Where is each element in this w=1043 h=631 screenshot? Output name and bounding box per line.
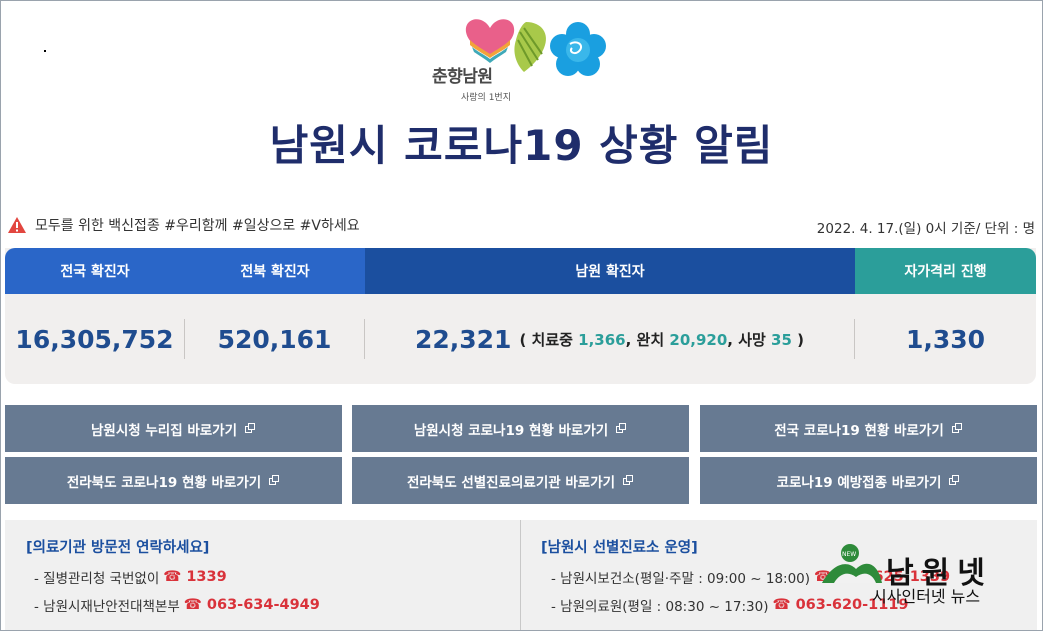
phone-number[interactable]: ☎ 1339	[163, 569, 227, 585]
watermark-subtitle: 시사인터넷 뉴스	[872, 587, 981, 606]
detail-close: )	[797, 330, 805, 349]
header-jeonbuk: 전북 확진자	[185, 248, 365, 294]
link-label: 남원시청 코로나19 현황 바로가기	[413, 422, 609, 439]
logo-subtitle: 사랑의 1번지	[461, 93, 511, 103]
link-label: 코로나19 예방접종 바로가기	[776, 474, 942, 491]
contact-right-title: [남원시 선별진료소 운영]	[541, 540, 698, 556]
contact-item-medical-center: - 남원의료원(평일 : 08:30 ~ 17:30) ☎ 063-620-11…	[551, 595, 909, 615]
namwonnet-watermark-logo: NEW	[822, 544, 882, 583]
vaccine-notice: 모두를 위한 백신접종 #우리함께 #일상으로 #V하세요	[7, 215, 360, 235]
contact-label: - 질병관리청 국번없이	[34, 571, 160, 587]
link-label: 전국 코로나19 현황 바로가기	[774, 422, 944, 439]
detail-open: ( 치료중	[519, 330, 573, 349]
header-namwon: 남원 확진자	[365, 248, 855, 294]
link-jeonbuk-covid-status[interactable]: 전라북도 코로나19 현황 바로가기	[5, 457, 342, 504]
contact-left-title: [의료기관 방문전 연락하세요]	[26, 540, 210, 556]
link-vaccination[interactable]: 코로나19 예방접종 바로가기	[700, 457, 1037, 504]
notice-text: 모두를 위한 백신접종 #우리함께 #일상으로 #V하세요	[35, 218, 360, 234]
jeonbuk-cases: 520,161	[185, 319, 365, 359]
external-link-icon	[949, 475, 960, 485]
watermark-badge: NEW	[842, 551, 856, 558]
stray-dot	[44, 50, 46, 52]
header-quarantine: 자가격리 진행	[855, 248, 1036, 294]
contact-label: - 남원시재난안전대책본부	[34, 599, 180, 615]
watermark-title: 남원넷	[886, 556, 993, 591]
national-cases: 16,305,752	[5, 319, 185, 359]
external-link-icon	[269, 475, 280, 485]
external-link-icon	[245, 423, 256, 433]
stats-panel: 전국 확진자 전북 확진자 남원 확진자 자가격리 진행 16,305,752 …	[5, 248, 1036, 384]
quarantine-count: 1,330	[905, 324, 986, 354]
contact-label: - 남원의료원(평일 : 08:30 ~ 17:30)	[551, 599, 769, 615]
contact-divider	[520, 520, 521, 630]
date-basis: 2022. 4. 17.(일) 0시 기준/ 단위 : 명	[816, 221, 1035, 237]
contact-item-kdca: - 질병관리청 국번없이 ☎ 1339	[34, 567, 227, 587]
treating-count: 1,366	[578, 330, 626, 349]
link-label: 전라북도 코로나19 현황 바로가기	[66, 474, 262, 491]
link-label: 전라북도 선별진료의료기관 바로가기	[406, 474, 616, 491]
link-label: 남원시청 누리집 바로가기	[90, 422, 238, 439]
header-national: 전국 확진자	[5, 248, 185, 294]
namwon-cases-cell: 22,321 ( 치료중 1,366, 완치 20,920, 사망 35 )	[365, 319, 855, 359]
contact-label: - 남원시보건소(평일·주말 : 09:00 ~ 18:00)	[551, 571, 811, 587]
external-link-icon	[616, 423, 627, 433]
namwon-detail: ( 치료중 1,366, 완치 20,920, 사망 35 )	[519, 329, 804, 350]
stats-value-row: 16,305,752 520,161 22,321 ( 치료중 1,366, 완…	[5, 294, 1036, 384]
phone-number[interactable]: ☎ 063-620-1119	[772, 597, 909, 613]
link-jeonbuk-screening-clinics[interactable]: 전라북도 선별진료의료기관 바로가기	[352, 457, 689, 504]
link-national-covid-status[interactable]: 전국 코로나19 현황 바로가기	[700, 405, 1037, 452]
logo-text: 춘향남원	[432, 67, 493, 87]
page-title: 남원시 코로나19 상황 알림	[269, 121, 774, 170]
deaths-count: 35	[771, 330, 792, 349]
warning-icon	[8, 217, 26, 233]
namwon-logo	[465, 19, 606, 76]
detail-sep-recovered: , 완치	[625, 330, 665, 349]
external-link-icon	[623, 475, 634, 485]
phone-number[interactable]: ☎ 063-634-4949	[183, 597, 320, 613]
recovered-count: 20,920	[669, 330, 728, 349]
namwon-cases: 22,321	[414, 324, 512, 354]
link-namwon-covid-status[interactable]: 남원시청 코로나19 현황 바로가기	[352, 405, 689, 452]
detail-sep-deaths: , 사망	[727, 330, 766, 349]
link-namwon-homepage[interactable]: 남원시청 누리집 바로가기	[5, 405, 342, 452]
contact-item-disaster-hq: - 남원시재난안전대책본부 ☎ 063-634-4949	[34, 595, 320, 615]
external-link-icon	[951, 423, 962, 433]
stats-header-row: 전국 확진자 전북 확진자 남원 확진자 자가격리 진행	[5, 248, 1036, 294]
